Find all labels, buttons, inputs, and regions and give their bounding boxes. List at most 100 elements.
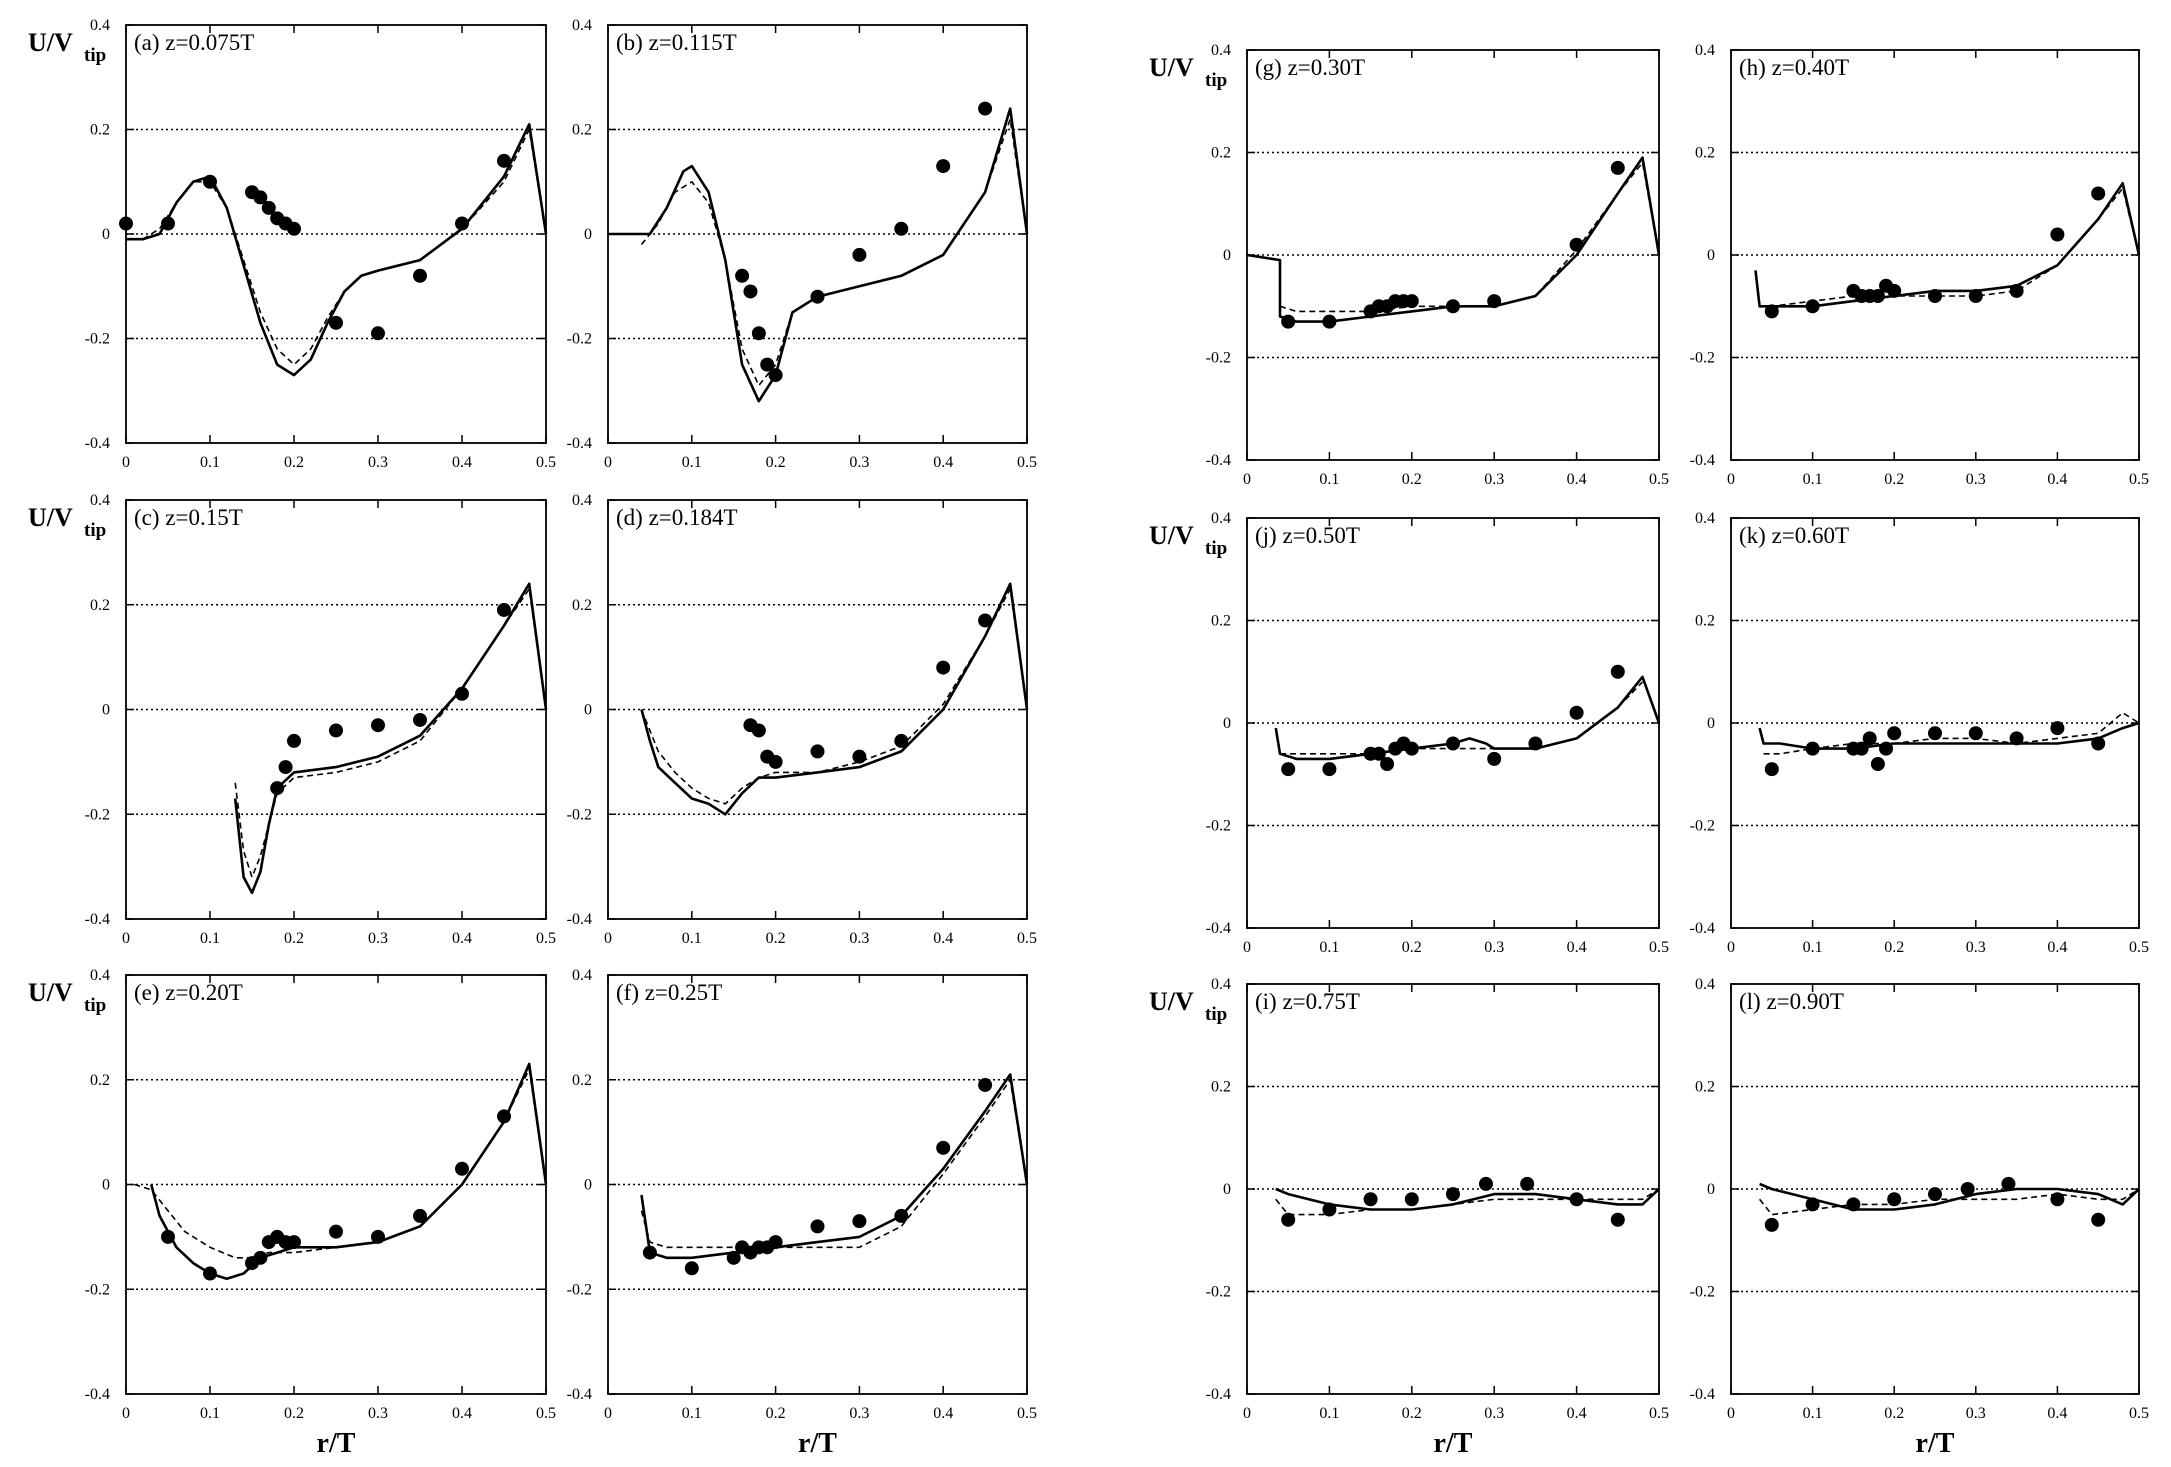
series-solid-line [1246,156,1661,323]
x-tick-label: 0.4 [2047,471,2067,488]
series-solid-line [1754,182,2141,308]
series-solid-line [233,582,548,895]
x-tick-label: 0.1 [200,454,220,471]
x-tick-label: 0.5 [2129,471,2149,488]
x-tick-label: 0.3 [1966,1405,1986,1422]
y-tick-label: 0.4 [1211,976,1231,993]
series-solid-line [1274,675,1661,761]
x-tick-label: 0.5 [1017,930,1037,947]
series-dashed-line [640,1079,1028,1249]
data-point-marker [1805,1197,1820,1212]
panel-label: (a) z=0.075T [134,30,254,55]
y-tick-label: -0.2 [85,331,110,348]
data-point-marker [161,216,175,231]
data-point-marker [1446,736,1460,751]
series-solid-line [126,123,548,377]
x-tick-label: 0.5 [536,1405,556,1422]
x-tick-label: 0 [604,930,612,947]
data-point-marker [1764,1217,1779,1232]
x-tick-label: 0.5 [2129,1405,2149,1422]
y-axis-label-subscript: tip [1205,70,1227,91]
series-solid-line [1275,1187,1660,1211]
data-point-marker [1887,283,1902,298]
y-tick-label: -0.4 [567,911,592,928]
x-tick-label: 0.2 [766,930,786,947]
y-tick-label: 0 [1223,1181,1231,1198]
series-dashed-line [1758,1188,2140,1216]
data-point-marker [287,1235,301,1250]
x-tick-label: 0.4 [1567,939,1587,956]
x-tick-label: 0.5 [1649,939,1669,956]
y-tick-label: -0.2 [1206,350,1231,367]
data-point-marker [743,284,758,299]
y-tick-label: 0 [1223,247,1231,264]
x-tick-label: 0 [604,454,612,471]
series-dashed-line [1759,187,2140,308]
y-tick-label: 0 [584,226,592,243]
x-tick-label: 0.3 [1484,471,1504,488]
x-tick-label: 0.4 [1567,1405,1587,1422]
y-tick-label: 0 [102,702,110,719]
x-tick-label: 0 [122,454,130,471]
series-dashed-line [1275,1188,1660,1216]
data-point-marker [270,781,285,796]
data-point-marker [1928,1187,1942,1202]
data-point-marker [1569,705,1584,720]
data-point-marker [894,733,909,748]
data-point-marker [1322,762,1337,777]
data-point-marker [1610,664,1625,679]
data-point-marker [161,1229,175,1244]
x-tick-label: 0.2 [1402,939,1422,956]
y-tick-label: -0.4 [567,1386,592,1403]
data-point-marker [1870,757,1885,771]
x-tick-label: 0.3 [849,930,869,947]
x-tick-label: 0.2 [766,1405,786,1422]
data-point-marker [768,754,783,769]
panel-e: -0.4 -0.2 0 0.2 0.4 0 0.1 0.2 0.3 0.4 0.5 (e) z=0.2… [28,967,556,1459]
series-dashed-line [1279,161,1660,313]
panel-c: -0.4 -0.2 0 0.2 0.4 0 0.1 0.2 0.3 0.4 0.5 (c) z=0.1… [28,492,556,947]
data-point-marker [1805,741,1820,756]
panel-h: -0.4 -0.2 0 0.2 0.4 0 0.1 0.2 0.3 0.4 0.5 (h) z=0.4… [1690,42,2149,488]
y-tick-label: 0.2 [90,597,110,614]
y-tick-label: -0.2 [1206,818,1231,835]
x-tick-label: 0.4 [452,930,472,947]
data-point-marker [1870,289,1885,303]
data-point-marker [1805,299,1820,314]
data-point-marker [978,1077,993,1092]
x-tick-label: 0.5 [1649,471,1669,488]
y-axis-label: U/V [1149,521,1194,550]
data-point-marker [253,190,268,205]
x-tick-label: 0.1 [1319,471,1339,488]
data-point-marker [1610,1212,1625,1227]
panel-a: -0.4 -0.2 0 0.2 0.4 0 0.1 0.2 0.3 0.4 0.5 (a) z=0.0… [28,17,556,471]
data-point-marker [1487,294,1502,309]
data-point-marker [413,268,427,283]
data-point-marker [261,200,276,215]
data-point-marker [936,159,951,174]
y-tick-label: -0.4 [1206,452,1231,469]
x-tick-label: 0.4 [2047,939,2067,956]
data-point-marker [735,268,750,283]
panel-d: -0.4 -0.2 0 0.2 0.4 0 0.1 0.2 0.3 0.4 0.5 (d) z=0.1… [567,492,1037,947]
y-axis-label: U/V [28,978,73,1007]
data-point-marker [253,1250,268,1265]
y-tick-label: -0.4 [1206,1386,1231,1403]
x-tick-label: 0.1 [1803,471,1823,488]
panel-k: -0.4 -0.2 0 0.2 0.4 0 0.1 0.2 0.3 0.4 0.5 (k) z=0.6… [1690,510,2149,956]
series-dashed-line [640,118,1028,387]
panel-label: (d) z=0.184T [616,505,738,530]
x-tick-label: 0.1 [1803,1405,1823,1422]
x-tick-label: 0 [1243,471,1251,488]
data-point-marker [1404,294,1419,309]
y-tick-label: 0.2 [90,122,110,139]
x-tick-label: 0.2 [284,1405,304,1422]
data-point-marker [810,744,825,759]
y-tick-label: 0.4 [90,967,110,984]
data-point-marker [1281,314,1296,329]
series-solid-line [640,582,1029,816]
y-tick-label: 0 [584,1177,592,1194]
data-point-marker [751,326,766,341]
data-point-marker [371,1229,385,1244]
y-axis-label-subscript: tip [1205,1004,1227,1025]
